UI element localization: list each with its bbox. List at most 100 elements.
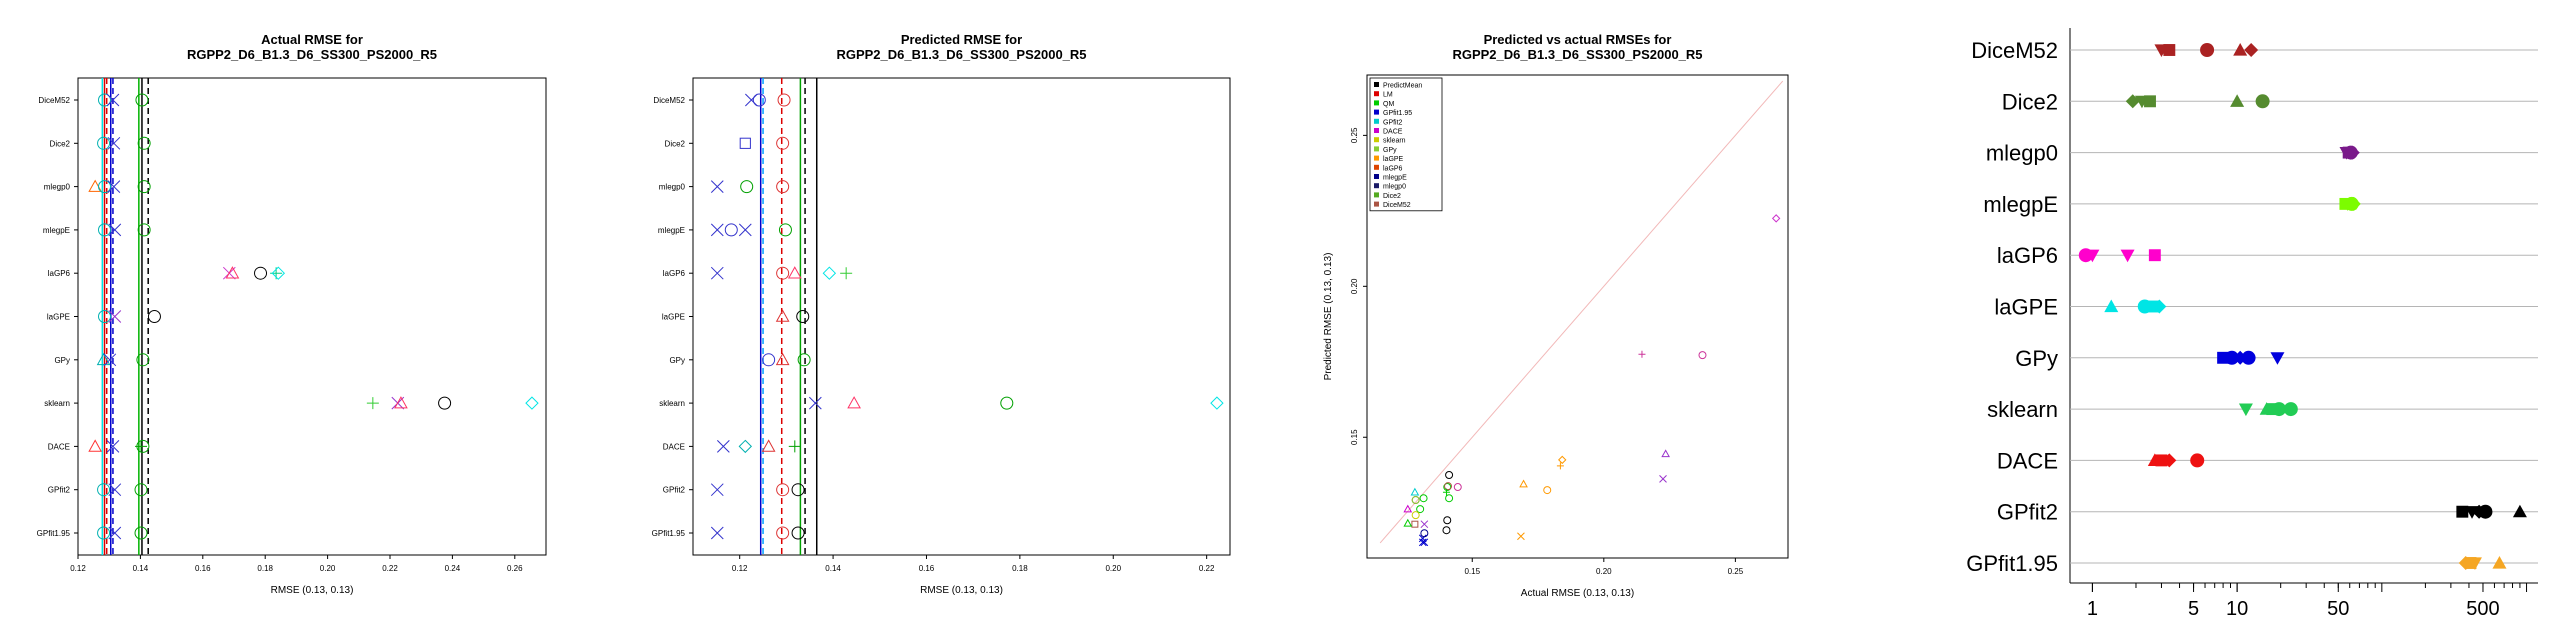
data-point [98, 310, 112, 323]
data-point [710, 483, 724, 497]
data-point [710, 266, 724, 280]
chart-subtitle: RGPP2_D6_B1.3_D6_SS300_PS2000_R5 [1452, 47, 1702, 62]
data-point [776, 180, 790, 194]
category-label: laGPE [662, 313, 685, 322]
data-point [2200, 43, 2215, 57]
data-point [724, 223, 738, 237]
data-point [2230, 94, 2245, 107]
data-point [739, 137, 751, 149]
data-point [2492, 556, 2507, 569]
data-point [778, 223, 792, 237]
y-axis-label: Predicted RMSE (0.13, 0.13) [1323, 253, 1334, 381]
data-point [1443, 483, 1452, 492]
data-point [2464, 557, 2477, 569]
data-point [710, 223, 724, 237]
data-point [2085, 249, 2100, 263]
legend-swatch [1374, 109, 1379, 115]
data-point [776, 136, 790, 150]
data-point [2155, 454, 2168, 467]
category-label: mlegpE [1983, 192, 2058, 217]
data-point [134, 526, 148, 540]
data-point [1453, 483, 1462, 492]
data-point [1556, 462, 1564, 470]
legend-label: GPy [1383, 147, 1397, 154]
data-point [791, 526, 805, 540]
x-tick-label: 0.24 [445, 564, 461, 573]
data-point [762, 353, 776, 367]
data-point [2345, 145, 2360, 160]
legend-label: DACE [1383, 129, 1403, 136]
x-tick-label: 0.20 [320, 564, 336, 573]
data-point [2120, 249, 2135, 263]
category-label: GPfit2 [48, 486, 71, 495]
data-point [525, 396, 539, 410]
category-label: sklearn [1987, 397, 2058, 422]
legend-swatch [1374, 137, 1379, 143]
data-point [1442, 526, 1451, 535]
data-point [103, 353, 117, 367]
x-tick-label: 0.14 [133, 564, 149, 573]
category-label: mlegpE [43, 226, 70, 235]
category-label: laGP6 [663, 269, 686, 278]
category-label: laGPE [47, 313, 70, 322]
data-point [106, 93, 120, 107]
data-point [107, 136, 121, 150]
data-point [98, 93, 112, 107]
x-tick-label: 0.18 [1012, 564, 1028, 573]
legend-label: DiceM52 [1383, 202, 1411, 209]
data-point [787, 266, 802, 279]
data-point [791, 483, 805, 497]
x-tick-label: 0.26 [507, 564, 523, 573]
predicted-rmse-panel: Predicted RMSE forRGPP2_D6_B1.3_D6_SS300… [652, 32, 1231, 596]
data-point [2148, 249, 2161, 262]
data-point [761, 439, 776, 452]
category-label: GPy [54, 356, 70, 365]
data-point [107, 180, 121, 193]
category-label: GPfit1.95 [652, 529, 686, 538]
chart-title: Actual RMSE for [261, 32, 363, 47]
x-tick-label: 0.18 [257, 564, 273, 573]
data-point [1445, 470, 1454, 479]
data-point [438, 396, 452, 410]
legend-swatch [1374, 146, 1379, 152]
data-point [1442, 488, 1450, 496]
category-label: laGP6 [48, 269, 71, 278]
data-point [2272, 402, 2287, 417]
category-label: Dice2 [2002, 89, 2058, 114]
x-tick-label: 0.20 [1596, 567, 1612, 576]
legend-swatch [1374, 91, 1379, 97]
data-point [1443, 516, 1452, 525]
legend-label: GPfit1.95 [1383, 110, 1412, 117]
data-point [136, 439, 150, 453]
data-point [254, 266, 268, 280]
legend-swatch [1374, 183, 1379, 189]
data-point [847, 396, 861, 409]
x-tick-label: 50 [2327, 598, 2349, 620]
category-label: GPfit1.95 [1966, 551, 2058, 576]
identity-line [1379, 80, 1784, 544]
category-label: DiceM52 [38, 96, 70, 105]
legend-swatch [1374, 82, 1379, 87]
data-point [1420, 520, 1429, 529]
legend-label: PredictMean [1383, 83, 1422, 90]
category-label: DACE [1997, 448, 2058, 473]
x-tick-label: 0.20 [1105, 564, 1121, 573]
data-point [147, 310, 161, 323]
x-tick-label: 500 [2466, 598, 2499, 620]
data-point [96, 352, 111, 366]
data-point [2144, 95, 2156, 108]
data-point [88, 439, 103, 452]
y-tick-label: 0.20 [1350, 278, 1359, 294]
legend-label: laGP6 [1383, 165, 1403, 172]
data-point [1420, 538, 1429, 547]
data-point [271, 266, 286, 280]
data-point [2238, 403, 2253, 417]
data-point [775, 309, 790, 322]
data-point [108, 526, 122, 540]
legend-label: mlegpE [1383, 175, 1407, 182]
data-point [98, 223, 112, 237]
category-label: sklearn [44, 399, 70, 408]
legend-label: GPfit2 [1383, 119, 1403, 126]
data-point [1517, 532, 1525, 541]
